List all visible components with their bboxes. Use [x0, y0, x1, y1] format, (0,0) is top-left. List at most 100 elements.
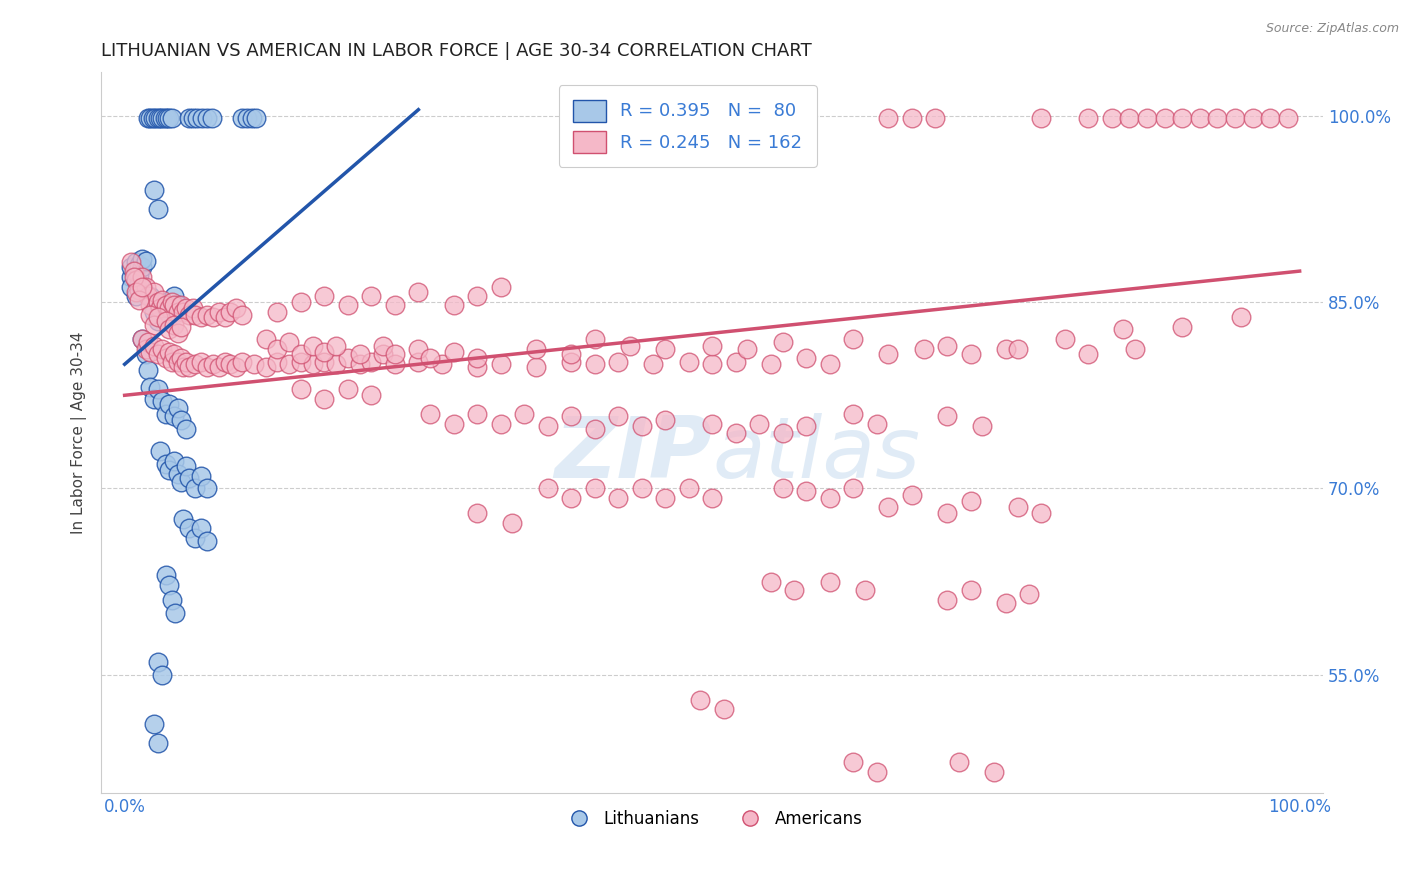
Point: [972, 419, 994, 434]
Point: [131, 252, 153, 266]
Point: [143, 338, 166, 352]
Point: [139, 112, 162, 126]
Point: [654, 491, 676, 506]
Point: [994, 596, 1017, 610]
Point: [155, 298, 177, 312]
Point: [713, 702, 735, 716]
Point: [1136, 112, 1159, 126]
Point: [360, 388, 382, 402]
Point: [948, 755, 970, 769]
Point: [201, 310, 224, 324]
Point: [143, 112, 166, 126]
Point: [160, 112, 183, 126]
Text: LITHUANIAN VS AMERICAN IN LABOR FORCE | AGE 30-34 CORRELATION CHART: LITHUANIAN VS AMERICAN IN LABOR FORCE | …: [101, 42, 811, 60]
Point: [360, 355, 382, 369]
Point: [912, 343, 935, 357]
Point: [157, 301, 180, 316]
Point: [157, 322, 180, 336]
Point: [654, 343, 676, 357]
Point: [465, 506, 488, 520]
Point: [959, 583, 981, 598]
Point: [150, 112, 173, 126]
Point: [1258, 112, 1281, 126]
Point: [1007, 500, 1029, 514]
Point: [149, 444, 172, 458]
Point: [748, 417, 770, 431]
Point: [174, 422, 197, 436]
Point: [443, 344, 465, 359]
Point: [155, 314, 177, 328]
Point: [865, 764, 887, 779]
Point: [607, 355, 630, 369]
Point: [139, 379, 162, 393]
Point: [143, 285, 166, 300]
Point: [700, 338, 723, 352]
Point: [201, 357, 224, 371]
Point: [166, 467, 188, 481]
Point: [678, 482, 700, 496]
Point: [146, 112, 169, 126]
Point: [536, 419, 558, 434]
Point: [139, 344, 162, 359]
Point: [150, 295, 173, 310]
Point: [842, 407, 865, 421]
Point: [465, 359, 488, 374]
Point: [901, 112, 924, 126]
Point: [901, 488, 924, 502]
Point: [794, 483, 817, 498]
Point: [325, 357, 347, 371]
Point: [160, 295, 183, 310]
Point: [170, 475, 193, 490]
Point: [1029, 506, 1052, 520]
Point: [619, 338, 641, 352]
Point: [131, 333, 153, 347]
Point: [290, 347, 312, 361]
Point: [166, 401, 188, 415]
Point: [170, 413, 193, 427]
Point: [314, 344, 336, 359]
Point: [1223, 112, 1246, 126]
Point: [1123, 343, 1146, 357]
Point: [179, 308, 201, 322]
Point: [240, 112, 263, 126]
Point: [419, 351, 441, 365]
Point: [465, 351, 488, 365]
Point: [172, 359, 194, 374]
Point: [524, 359, 547, 374]
Point: [225, 301, 247, 316]
Point: [607, 491, 630, 506]
Point: [959, 493, 981, 508]
Point: [583, 422, 606, 436]
Point: [243, 357, 266, 371]
Point: [231, 112, 253, 126]
Point: [146, 382, 169, 396]
Point: [842, 755, 865, 769]
Point: [877, 112, 900, 126]
Point: [170, 351, 193, 365]
Point: [1277, 112, 1299, 126]
Point: [120, 260, 142, 275]
Point: [157, 112, 180, 126]
Point: [1230, 310, 1253, 324]
Point: [155, 351, 177, 365]
Point: [360, 289, 382, 303]
Legend: Lithuanians, Americans: Lithuanians, Americans: [555, 804, 869, 835]
Point: [724, 355, 747, 369]
Point: [408, 355, 430, 369]
Point: [139, 308, 162, 322]
Point: [214, 355, 236, 369]
Point: [172, 512, 194, 526]
Point: [865, 417, 887, 431]
Point: [384, 298, 406, 312]
Point: [190, 310, 212, 324]
Point: [560, 347, 582, 361]
Point: [443, 417, 465, 431]
Point: [150, 293, 173, 307]
Point: [195, 482, 218, 496]
Point: [135, 254, 157, 268]
Point: [128, 268, 150, 282]
Point: [266, 355, 288, 369]
Point: [371, 347, 394, 361]
Point: [630, 482, 652, 496]
Point: [128, 283, 150, 297]
